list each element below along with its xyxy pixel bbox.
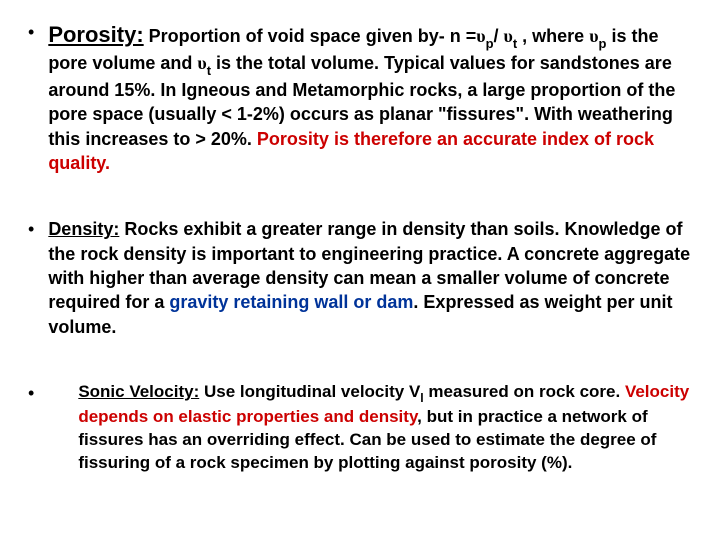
bullet-text: Density: Rocks exhibit a greater range i… (48, 217, 692, 338)
subscript-t: t (513, 36, 517, 51)
subscript-t: t (207, 63, 211, 78)
symbol-upsilon: υ (476, 26, 485, 46)
porosity-text-1: Proportion of void space given by- n = (144, 26, 477, 46)
bullet-marker: • (28, 381, 34, 405)
subscript-l: l (420, 391, 423, 405)
slide-content: • Porosity: Proportion of void space giv… (0, 0, 720, 495)
bullet-text: Sonic Velocity: Use longitudinal velocit… (48, 381, 692, 475)
sonic-heading: Sonic Velocity: (78, 382, 199, 401)
sonic-text-2: measured on rock core. (424, 382, 625, 401)
bullet-density: • Density: Rocks exhibit a greater range… (28, 217, 692, 338)
subscript-p: p (486, 36, 494, 51)
density-blue: gravity retaining wall or dam (169, 292, 413, 312)
symbol-upsilon: υ (589, 26, 598, 46)
bullet-porosity: • Porosity: Proportion of void space giv… (28, 20, 692, 175)
bullet-text: Porosity: Proportion of void space given… (48, 20, 692, 175)
porosity-text-3: , where (517, 26, 589, 46)
density-heading: Density: (48, 219, 119, 239)
symbol-upsilon: υ (504, 26, 513, 46)
porosity-heading: Porosity: (48, 22, 143, 47)
symbol-upsilon: υ (197, 53, 206, 73)
subscript-p: p (599, 36, 607, 51)
bullet-marker: • (28, 20, 34, 44)
bullet-marker: • (28, 217, 34, 241)
bullet-sonic-velocity: • Sonic Velocity: Use longitudinal veloc… (28, 381, 692, 475)
porosity-text-2: / (493, 26, 503, 46)
sonic-text-1: Use longitudinal velocity V (199, 382, 420, 401)
